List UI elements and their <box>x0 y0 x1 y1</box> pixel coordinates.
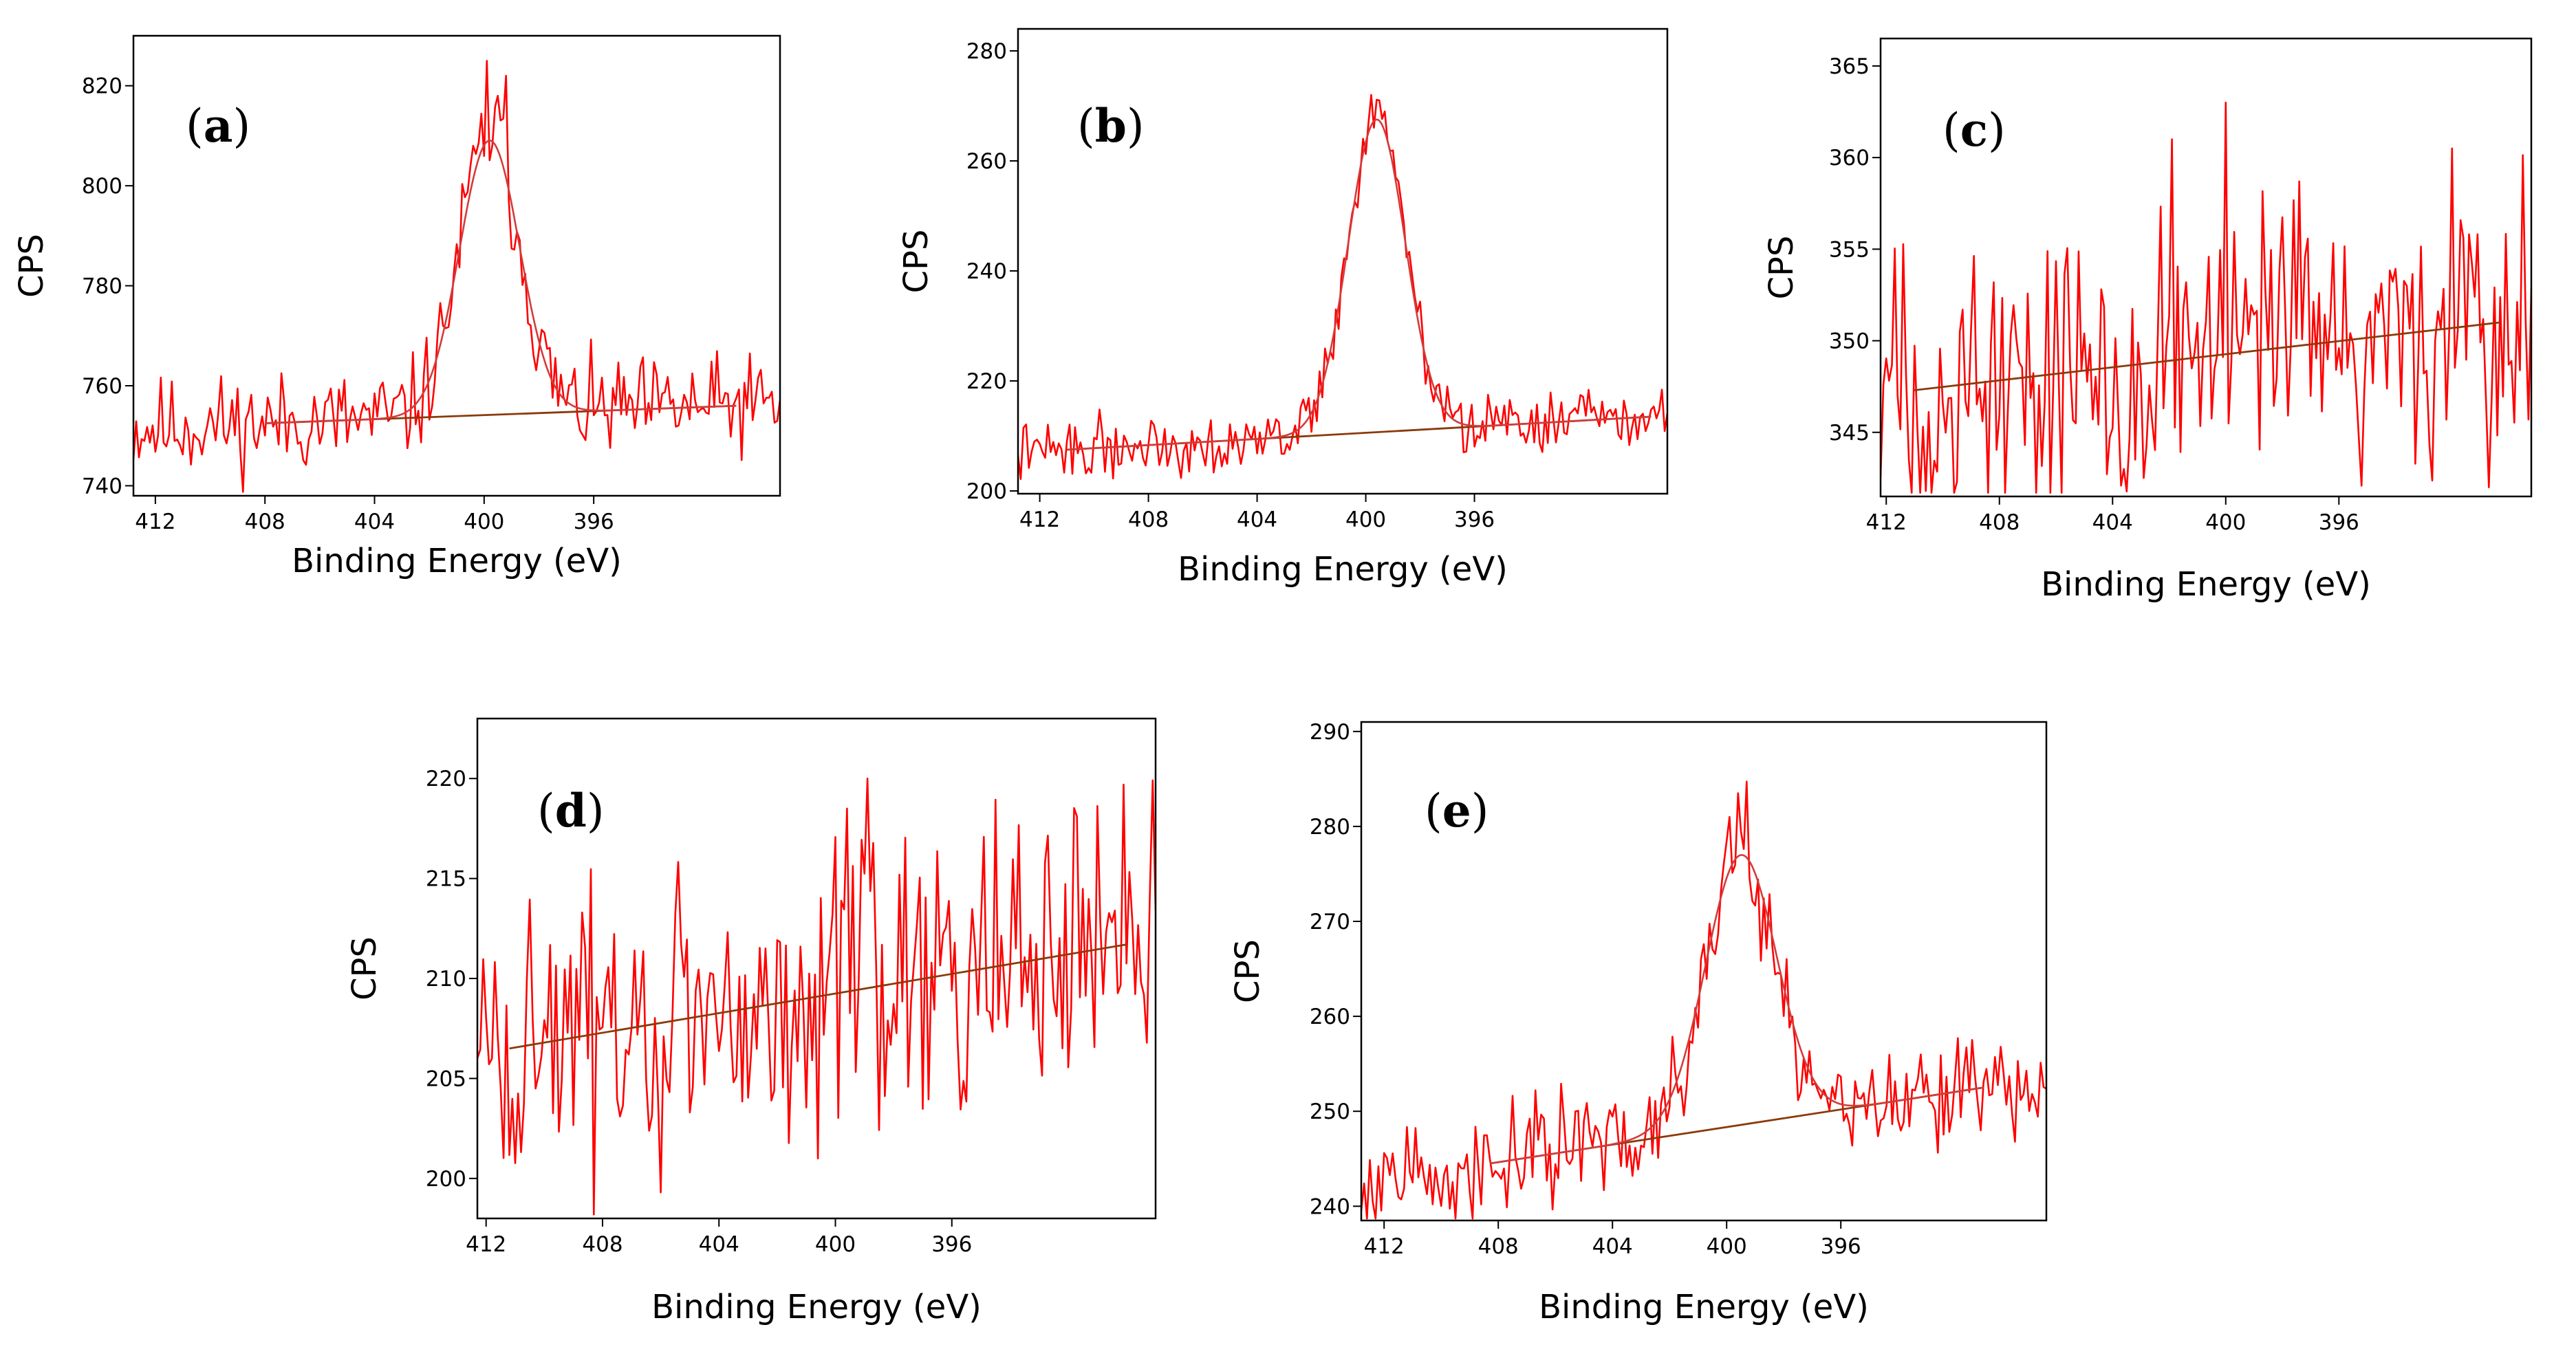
y-tick-label: 215 <box>426 867 466 892</box>
x-tick-label: 396 <box>574 510 614 534</box>
x-tick-label: 412 <box>1866 510 1907 535</box>
raw-spectrum-line <box>1881 101 2531 494</box>
y-tick-label: 260 <box>966 149 1007 174</box>
plot-frame <box>476 717 1157 1220</box>
y-tick-label: 240 <box>966 259 1007 284</box>
x-tick-label: 408 <box>1979 510 2020 535</box>
y-tick-label: 200 <box>966 479 1007 504</box>
y-tick-label: 205 <box>426 1066 466 1091</box>
plot-area <box>1881 101 2531 494</box>
plot-frame <box>1879 37 2533 498</box>
x-tick-label: 408 <box>1128 507 1169 532</box>
plot-area <box>133 60 780 493</box>
y-tick-label: 365 <box>1829 54 1870 79</box>
plot-area <box>477 777 1156 1216</box>
y-tick-label: 350 <box>1829 329 1870 354</box>
x-tick-label: 404 <box>1592 1234 1633 1259</box>
x-tick-label: 412 <box>1019 507 1060 532</box>
x-tick-label: 412 <box>466 1232 506 1257</box>
y-tick-label: 260 <box>1310 1005 1350 1029</box>
y-tick-label: 200 <box>426 1167 466 1192</box>
y-axis-title: CPS <box>1762 236 1801 300</box>
x-tick-label: 400 <box>2205 510 2246 535</box>
y-axis-title: CPS <box>12 234 51 298</box>
x-axis-title: Binding Energy (eV) <box>2041 565 2371 604</box>
y-tick-label: 355 <box>1829 237 1870 262</box>
x-tick-label: 412 <box>135 510 175 534</box>
chart-panel-a: 740 760 780 800 820 412 408 404 400 396 Binding En… <box>12 34 781 580</box>
y-tick-label: 760 <box>82 374 122 399</box>
plot-frame <box>1360 721 2048 1222</box>
x-tick-label: 408 <box>582 1232 623 1257</box>
x-axis-title: Binding Energy (eV) <box>1539 1288 1869 1326</box>
plot-area <box>1361 780 2046 1220</box>
x-tick-label: 404 <box>2092 510 2133 535</box>
x-tick-label: 400 <box>815 1232 856 1257</box>
x-tick-label: 400 <box>464 510 504 534</box>
raw-spectrum-line <box>477 777 1156 1216</box>
x-tick-label: 408 <box>1478 1234 1519 1259</box>
x-tick-label: 404 <box>354 510 395 534</box>
y-tick-label: 290 <box>1310 720 1350 745</box>
y-axis-title: CPS <box>897 230 935 294</box>
plot-frame <box>1017 28 1669 495</box>
x-tick-label: 404 <box>1237 507 1277 532</box>
x-axis-title: Binding Energy (eV) <box>1178 550 1508 589</box>
plot-frame <box>132 34 781 497</box>
panel-label: (e) <box>1425 784 1489 837</box>
y-tick-label: 740 <box>82 474 122 499</box>
panel-label: (c) <box>1942 103 2006 157</box>
raw-spectrum-line <box>133 60 780 493</box>
chart-panel-e: 240 250 260 270 280 290 412 408 404 400 396 Binding… <box>1229 720 2048 1326</box>
panel-label: (b) <box>1077 99 1145 153</box>
chart-panel-b: 200 220 240 260 280 412 408 404 400 396 Binding En… <box>897 28 1669 589</box>
y-tick-label: 345 <box>1829 421 1870 446</box>
y-tick-label: 250 <box>1310 1099 1350 1124</box>
x-tick-label: 400 <box>1345 507 1386 532</box>
y-tick-label: 210 <box>426 967 466 992</box>
raw-spectrum-line <box>1018 94 1667 480</box>
x-tick-label: 396 <box>931 1232 972 1257</box>
x-tick-label: 396 <box>1821 1234 1861 1259</box>
panel-label: (d) <box>537 784 605 837</box>
y-tick-label: 360 <box>1829 146 1870 171</box>
peak-fit-line <box>265 140 737 424</box>
y-tick-label: 820 <box>82 74 122 99</box>
x-tick-label: 400 <box>1707 1234 1747 1259</box>
y-tick-label: 780 <box>82 274 122 299</box>
y-axis-title: CPS <box>1229 939 1267 1003</box>
chart-panel-c: 345 350 355 360 365 412 408 404 400 396 Binding En… <box>1762 37 2533 604</box>
y-tick-label: 270 <box>1310 910 1350 934</box>
y-tick-label: 220 <box>966 369 1007 394</box>
x-axis-title: Binding Energy (eV) <box>292 542 622 580</box>
x-tick-label: 404 <box>699 1232 739 1257</box>
background-line <box>509 943 1127 1050</box>
peak-fit-line <box>1489 854 1984 1165</box>
panel-label: (a) <box>186 99 250 153</box>
y-tick-label: 280 <box>966 39 1007 64</box>
y-tick-label: 800 <box>82 174 122 199</box>
chart-panel-d: 200 205 210 215 220 412 408 404 400 396 Binding En… <box>345 717 1157 1326</box>
plot-area <box>1018 94 1667 480</box>
x-tick-label: 396 <box>2319 510 2359 535</box>
y-tick-label: 280 <box>1310 815 1350 840</box>
y-tick-label: 220 <box>426 767 466 791</box>
background-line <box>1914 321 2500 391</box>
y-tick-label: 240 <box>1310 1194 1350 1219</box>
x-tick-label: 412 <box>1364 1234 1405 1259</box>
x-tick-label: 396 <box>1454 507 1495 532</box>
y-axis-title: CPS <box>345 937 384 1000</box>
peak-fit-line <box>1067 118 1652 451</box>
raw-spectrum-line <box>1361 780 2046 1220</box>
x-tick-label: 408 <box>245 510 285 534</box>
x-axis-title: Binding Energy (eV) <box>651 1288 982 1326</box>
